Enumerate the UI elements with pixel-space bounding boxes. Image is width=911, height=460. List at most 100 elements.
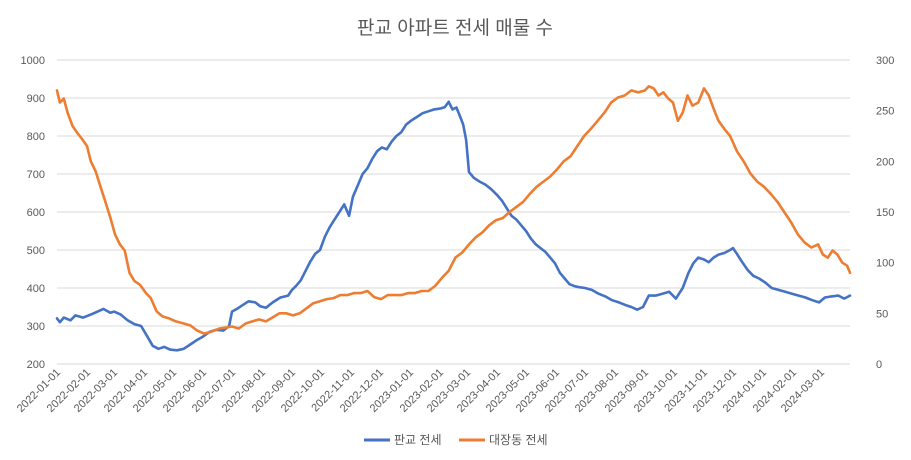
data-point: [584, 287, 586, 289]
data-point: [182, 322, 185, 325]
data-point: [803, 241, 806, 244]
data-point: [596, 120, 599, 122]
data-point: [407, 292, 409, 294]
data-point: [140, 325, 142, 327]
data-point: [151, 345, 154, 347]
data-point: [312, 302, 315, 305]
data-point: [271, 301, 274, 304]
data-point: [783, 211, 785, 213]
data-point: [366, 167, 369, 170]
data-point: [776, 201, 779, 203]
data-point: [804, 296, 807, 299]
data-point: [90, 313, 92, 316]
data-point: [478, 180, 481, 183]
data-point: [352, 196, 354, 198]
y2-tick-label: 100: [876, 258, 894, 270]
data-point: [74, 314, 77, 317]
data-point: [611, 299, 613, 302]
data-point: [465, 139, 467, 141]
data-point: [675, 297, 677, 300]
data-point: [703, 87, 705, 90]
data-point: [328, 226, 331, 228]
data-point: [420, 290, 423, 292]
data-point: [346, 294, 348, 296]
data-point: [63, 97, 65, 100]
data-point: [71, 125, 74, 127]
data-point: [459, 116, 462, 118]
data-point: [578, 286, 580, 289]
data-point: [703, 258, 705, 261]
data-point: [817, 243, 819, 246]
data-point: [416, 116, 418, 118]
data-point: [534, 243, 537, 246]
data-point: [636, 308, 638, 311]
data-point: [764, 281, 766, 284]
data-point: [630, 89, 633, 92]
data-point: [712, 107, 715, 110]
data-point: [461, 251, 464, 254]
data-point: [433, 108, 436, 111]
data-point: [128, 272, 131, 274]
data-point: [691, 104, 694, 107]
data-point: [468, 171, 470, 173]
data-point: [291, 289, 293, 291]
y2-tick-label: 150: [876, 207, 894, 219]
data-point: [468, 243, 470, 246]
data-point: [114, 233, 116, 236]
data-point: [278, 312, 281, 315]
data-point: [400, 294, 403, 296]
data-point: [652, 87, 655, 90]
series-lines: [55, 85, 852, 352]
data-point: [357, 184, 359, 187]
data-point: [648, 294, 650, 297]
data-point: [202, 335, 204, 338]
data-point: [568, 283, 571, 286]
data-point: [515, 218, 518, 221]
data-point: [824, 296, 826, 299]
y-tick-label: 1000: [21, 55, 45, 67]
data-point: [830, 295, 833, 298]
data-point: [462, 123, 465, 126]
data-point: [644, 89, 646, 92]
data-point: [63, 316, 65, 319]
data-point: [597, 292, 600, 295]
data-point: [218, 327, 221, 330]
data-point: [657, 94, 660, 97]
data-point: [324, 235, 326, 238]
data-point: [590, 128, 592, 130]
data-point: [104, 201, 107, 203]
data-point: [238, 327, 240, 330]
data-point: [692, 262, 695, 265]
data-point: [520, 224, 522, 227]
data-point: [254, 301, 257, 304]
data-point: [295, 285, 297, 287]
data-point: [326, 298, 328, 300]
data-point: [770, 287, 773, 289]
data-point: [849, 272, 851, 274]
data-point: [603, 111, 606, 114]
data-point: [348, 215, 350, 217]
data-point: [427, 290, 430, 292]
data-point: [758, 277, 760, 280]
data-point: [556, 168, 558, 171]
data-point: [161, 315, 164, 318]
data-point: [332, 297, 335, 299]
data-point: [454, 256, 457, 259]
legend: 판교 전세 대장동 전세: [364, 433, 548, 447]
data-point: [488, 224, 491, 226]
data-point: [544, 251, 547, 253]
data-point: [529, 193, 531, 195]
data-point: [434, 285, 436, 287]
data-point: [654, 294, 657, 297]
data-point: [244, 322, 247, 325]
data-point: [225, 326, 227, 329]
data-point: [530, 237, 532, 240]
data-point: [648, 85, 650, 88]
data-point: [554, 262, 556, 265]
data-point: [591, 289, 593, 291]
data-point: [279, 296, 282, 299]
data-point: [846, 264, 848, 267]
data-point: [410, 120, 412, 122]
data-point: [576, 145, 579, 147]
